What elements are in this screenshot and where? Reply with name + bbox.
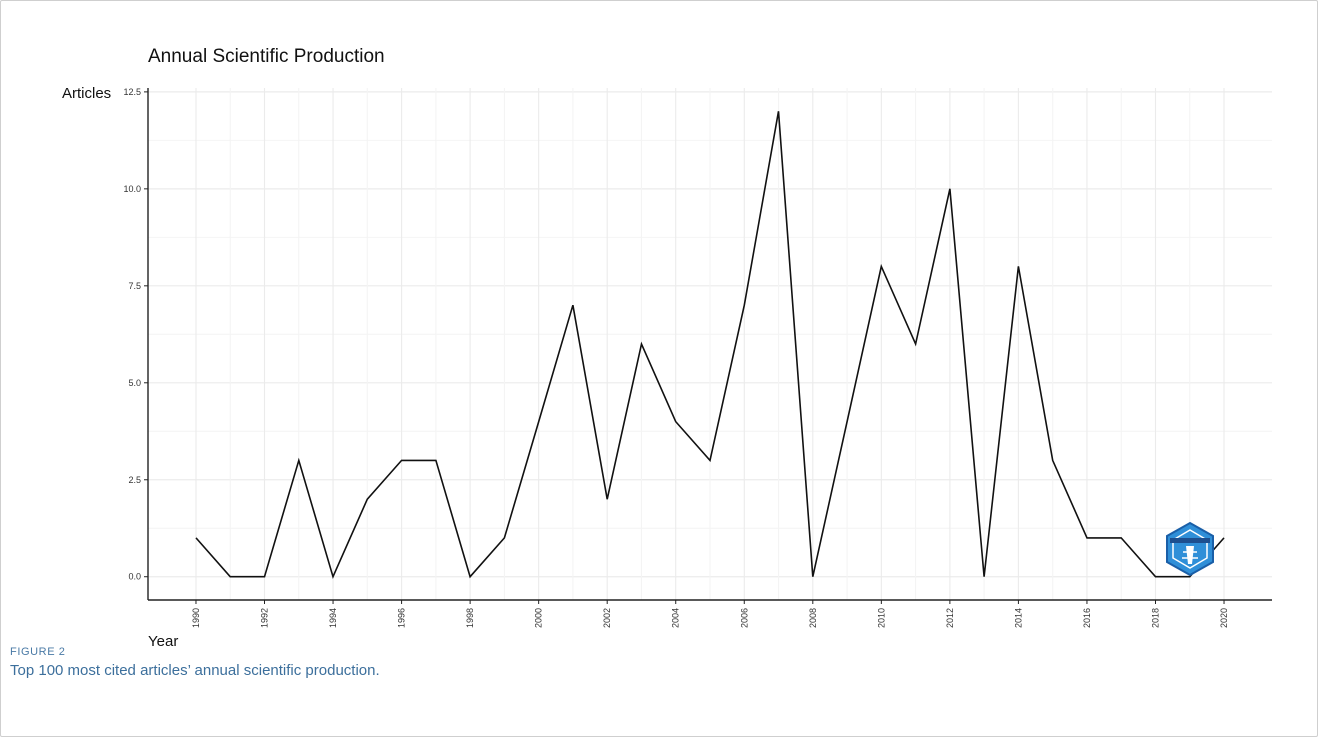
x-tick-label: 2008 xyxy=(808,608,818,628)
x-tick-label: 2006 xyxy=(739,608,749,628)
x-tick-label: 1998 xyxy=(465,608,475,628)
x-tick-label: 1990 xyxy=(191,608,201,628)
figure-label: FIGURE 2 xyxy=(10,646,66,658)
y-axis-title: Articles xyxy=(62,85,111,102)
x-tick-label: 2000 xyxy=(534,608,544,628)
x-tick-label: 2004 xyxy=(671,608,681,628)
x-tick-label: 1994 xyxy=(328,608,338,628)
x-tick-label: 2002 xyxy=(602,608,612,628)
y-tick-label: 10.0 xyxy=(123,184,141,194)
y-tick-label: 12.5 xyxy=(123,87,141,97)
y-tick-label: 2.5 xyxy=(128,475,141,485)
x-tick-label: 2010 xyxy=(876,608,886,628)
series-group xyxy=(195,111,1225,580)
x-tick-label: 1996 xyxy=(397,608,407,628)
x-tick-label: 1992 xyxy=(260,608,270,628)
x-tick-label: 2016 xyxy=(1082,608,1092,628)
ticks: 0.0 2.5 5.0 7.5 10.0 12.5 1990 1992 1994 1996 1998… xyxy=(123,87,1229,628)
x-tick-label: 2018 xyxy=(1150,608,1160,628)
x-tick-label: 2014 xyxy=(1013,608,1023,628)
x-axis-title: Year xyxy=(148,633,178,650)
axes xyxy=(147,88,1272,601)
y-tick-label: 5.0 xyxy=(128,378,141,388)
grid-lines xyxy=(148,88,1272,600)
figure-caption: Top 100 most cited articles’ annual scie… xyxy=(10,662,380,679)
chart-title: Annual Scientific Production xyxy=(148,46,385,67)
y-tick-label: 0.0 xyxy=(128,572,141,582)
hexagon-logo-icon xyxy=(1166,521,1214,577)
x-tick-label: 2012 xyxy=(945,608,955,628)
x-tick-label: 2020 xyxy=(1219,608,1229,628)
y-tick-label: 7.5 xyxy=(128,281,141,291)
